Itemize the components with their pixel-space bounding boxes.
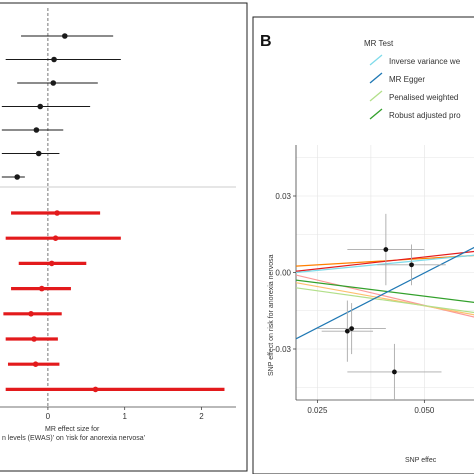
group2-estimate-point	[32, 361, 39, 368]
panel-a-xlabel-line2: n levels (EWAS)' on 'risk for anorexia n…	[2, 435, 145, 442]
snp-point	[392, 369, 397, 375]
panel-a-x-tick-label: 2	[199, 412, 204, 421]
group1-estimate-point	[35, 150, 42, 157]
legend-entry-label: Inverse variance we	[389, 57, 461, 66]
group2-estimate-point	[92, 386, 99, 393]
legend-swatch	[369, 54, 383, 66]
legend-swatch	[369, 90, 383, 102]
panel-a-x-tick-label: 0	[46, 412, 51, 421]
panel-b-y-tick-label: 0.03	[275, 192, 291, 201]
group1-estimate-point	[14, 174, 20, 180]
mr-fit-line	[296, 254, 474, 274]
panel-a-x-tick-label: 1	[122, 412, 127, 421]
mr-fit-line	[296, 282, 474, 316]
group2-estimate-point	[54, 210, 60, 216]
group2-estimate-point	[28, 311, 34, 317]
mr-fit-line	[296, 246, 474, 340]
legend-entry-label: Robust adjusted pro	[389, 111, 461, 120]
group1-estimate-point	[37, 103, 44, 110]
panel-b-y-tick-label: -0.03	[273, 345, 292, 354]
legend-entry-label: Penalised weighted	[389, 93, 458, 102]
snp-point	[409, 262, 414, 268]
mr-fit-line	[296, 287, 474, 314]
snp-point	[344, 328, 350, 334]
group1-estimate-point	[50, 80, 57, 86]
panel-b-y-tick-label: 0.00	[275, 269, 291, 278]
legend-swatch	[369, 72, 383, 84]
legend-title: MR Test	[364, 39, 394, 48]
panel-b-label: B	[260, 33, 272, 50]
legend-swatch	[369, 108, 383, 120]
panel-a-xlabel-line1: MR effect size for	[45, 426, 100, 433]
panel-b-xlabel: SNP effec	[405, 457, 437, 464]
panel-b-x-tick-label: 0.025	[307, 406, 328, 415]
mr-fit-line	[296, 274, 474, 318]
snp-point	[349, 326, 355, 331]
panel-b-series-group	[296, 213, 474, 400]
panel-b-ylabel: SNP effect on risk for anorexia nervosa	[268, 254, 275, 376]
group1-estimate-point	[51, 56, 57, 63]
panel-a-forest-plot: 0 1 2	[0, 8, 236, 421]
group1-estimate-point	[33, 127, 40, 133]
mr-fit-line	[296, 250, 474, 272]
group2-estimate-point	[38, 285, 45, 292]
panel-b-legend: Inverse variance we MR Egger Penalised wei…	[369, 54, 461, 120]
group1-estimate-point	[61, 33, 68, 39]
group2-estimate-point	[48, 260, 55, 267]
legend-entry-label: MR Egger	[389, 75, 425, 84]
panel-b-scatter-plot: 0.03 0.00 -0.03 0.025 0.050	[273, 145, 474, 415]
group2-estimate-point	[52, 235, 59, 241]
panel-b-x-tick-label: 0.050	[414, 406, 435, 415]
group2-estimate-point	[31, 336, 37, 342]
snp-point	[383, 247, 389, 252]
